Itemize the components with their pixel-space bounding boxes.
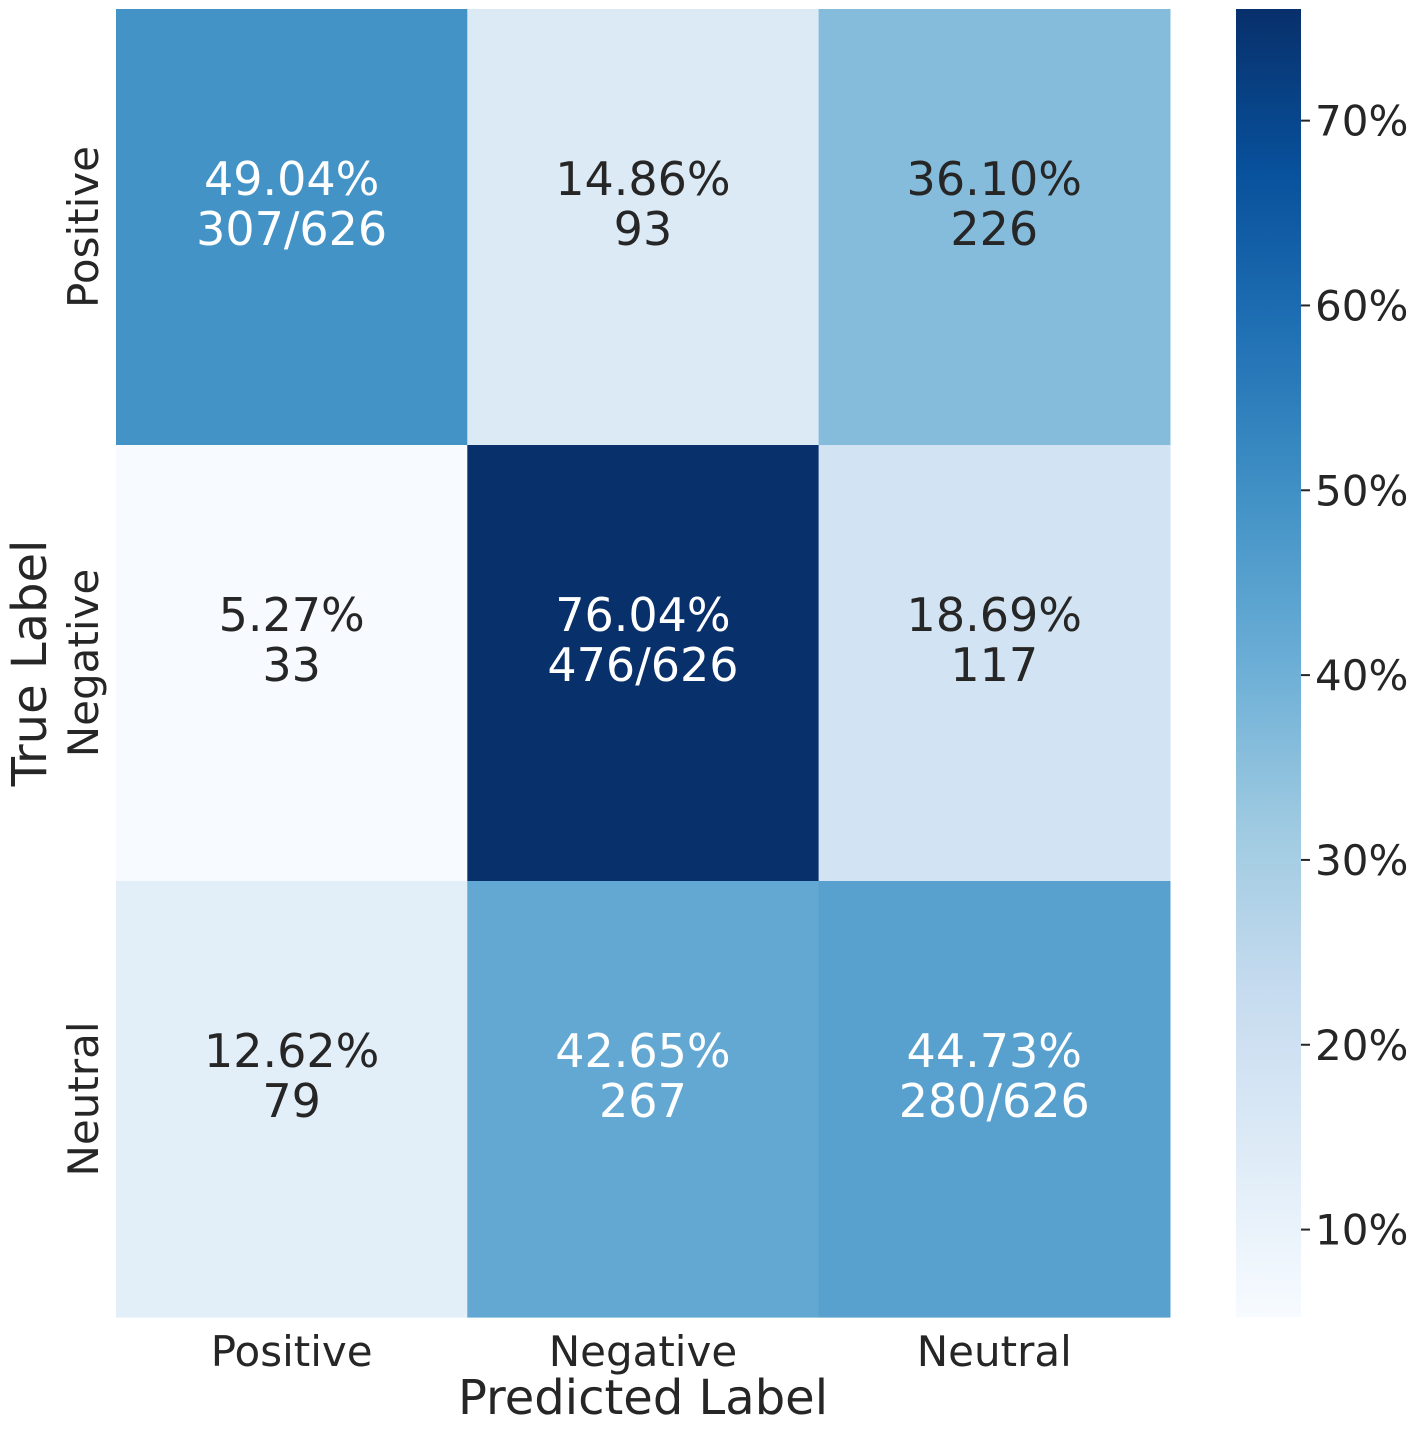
- cell-percent-label: 14.86%: [555, 152, 730, 206]
- cell-percent-label: 36.10%: [907, 152, 1082, 206]
- x-axis-ticks: Positive Negative Neutral: [211, 1327, 1072, 1376]
- colorbar: [1236, 9, 1301, 1317]
- heatmap-cell: [116, 445, 468, 882]
- cell-percent-label: 5.27%: [219, 588, 365, 642]
- cell-count-label: 226: [950, 202, 1038, 256]
- cell-percent-label: 18.69%: [907, 588, 1082, 642]
- heatmap-cell: [818, 9, 1171, 446]
- colorbar-tick-label: 60%: [1315, 281, 1408, 330]
- x-tick-label: Negative: [549, 1327, 738, 1376]
- cell-count-label: 476/626: [547, 638, 738, 692]
- heatmap-cell: [116, 9, 468, 446]
- x-tick-label: Positive: [211, 1327, 373, 1376]
- cell-count-label: 307/626: [196, 202, 387, 256]
- cell-percent-label: 49.04%: [204, 152, 379, 206]
- heatmap-cell: [467, 445, 820, 882]
- cell-percent-label: 76.04%: [555, 588, 730, 642]
- heatmap-cell: [818, 445, 1171, 882]
- heatmap-cell: [116, 881, 468, 1318]
- cell-count-label: 33: [262, 638, 321, 692]
- cell-count-label: 93: [614, 202, 673, 256]
- x-axis-title: Predicted Label: [458, 1370, 828, 1426]
- x-tick-label: Neutral: [917, 1327, 1072, 1376]
- cell-count-label: 79: [262, 1074, 321, 1128]
- colorbar-tick-label: 10%: [1315, 1206, 1408, 1255]
- cell-percent-label: 12.62%: [204, 1024, 379, 1078]
- heatmap-cell: [467, 881, 820, 1318]
- y-axis-ticks: Positive Negative Neutral: [59, 146, 108, 1176]
- heatmap-cell: [818, 881, 1171, 1318]
- y-tick-label: Negative: [59, 569, 108, 758]
- heatmap-cells: 49.04%307/626 14.86%93 36.10%226 5.27%33 76.…: [116, 9, 1171, 1318]
- cell-count-label: 267: [599, 1074, 687, 1128]
- colorbar-tick-label: 30%: [1315, 836, 1408, 885]
- cell-count-label: 280/626: [899, 1074, 1090, 1128]
- colorbar-tick-label: 50%: [1315, 466, 1408, 515]
- heatmap-cell: [467, 9, 820, 446]
- cell-percent-label: 42.65%: [555, 1024, 730, 1078]
- colorbar-tick-label: 70%: [1315, 97, 1408, 146]
- y-tick-label: Positive: [59, 146, 108, 308]
- cell-count-label: 117: [950, 638, 1038, 692]
- y-tick-label: Neutral: [59, 1021, 108, 1176]
- cell-percent-label: 44.73%: [907, 1024, 1082, 1078]
- colorbar-tick-label: 20%: [1315, 1021, 1408, 1070]
- colorbar-tick-label: 40%: [1315, 651, 1408, 700]
- y-axis-title: True Label: [2, 540, 58, 788]
- colorbar-ticks: 10% 20% 30% 40% 50% 60% 70%: [1301, 97, 1408, 1255]
